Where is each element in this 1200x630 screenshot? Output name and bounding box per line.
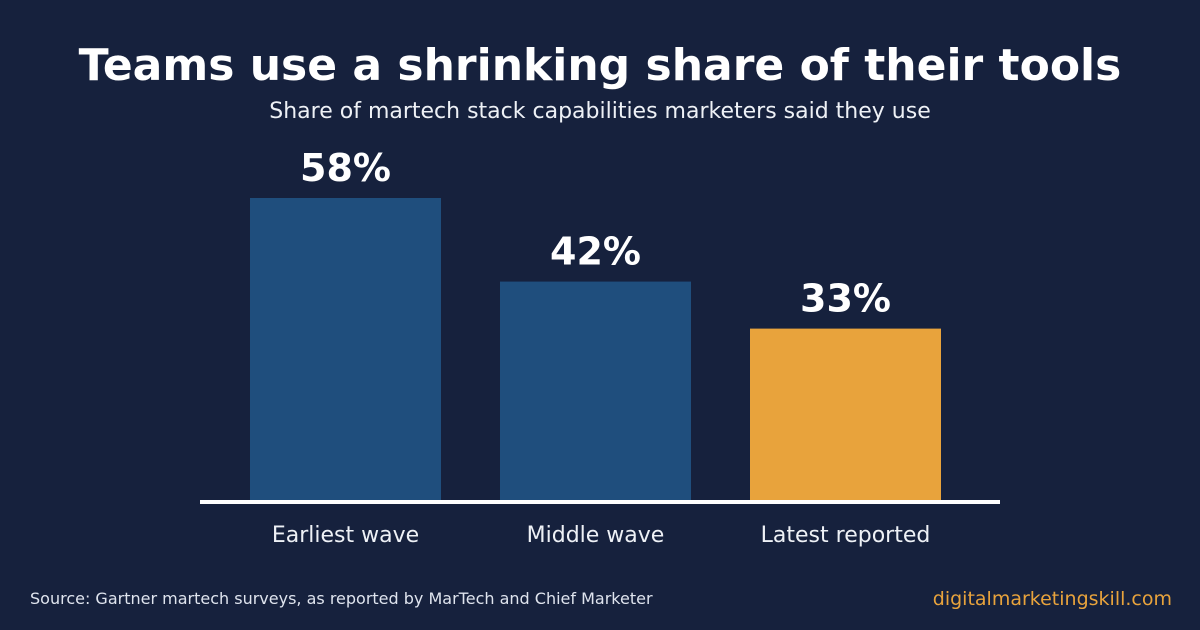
chart-title: Teams use a shrinking share of their too… [78, 40, 1122, 91]
bar-2 [500, 281, 691, 501]
source-note: Source: Gartner martech surveys, as repo… [30, 589, 653, 608]
bar-1 [250, 198, 441, 501]
category-label: Middle wave [527, 523, 665, 548]
bar-value-label: 58% [300, 146, 391, 190]
bar-value-label: 33% [800, 277, 891, 321]
bar-3 [750, 328, 941, 501]
brand-link[interactable]: digitalmarketingskill.com [932, 588, 1172, 610]
category-label: Earliest wave [272, 523, 419, 548]
category-label: Latest reported [761, 523, 931, 548]
bar-value-label: 42% [550, 230, 641, 274]
chart-subtitle: Share of martech stack capabilities mark… [269, 99, 931, 124]
